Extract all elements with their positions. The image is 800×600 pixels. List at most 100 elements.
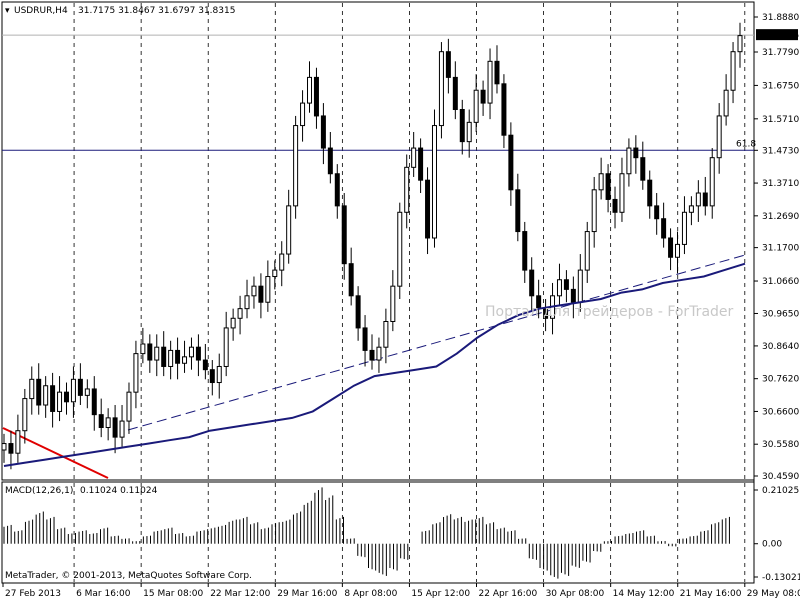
current-price-value: 31.8315 <box>762 31 799 41</box>
moving-average-line <box>3 262 746 467</box>
candle-bull <box>730 51 736 91</box>
candle-bear <box>327 147 333 175</box>
candle-bear <box>640 157 646 181</box>
time-axis: 27 Feb 2013 6 Mar 16:00 15 Mar 08:00 22 Mar… <box>2 583 800 599</box>
candle-bull <box>556 279 562 297</box>
candle-bull <box>466 121 472 143</box>
candle-bull <box>376 346 382 361</box>
candle-bear <box>425 179 431 239</box>
candle-bull <box>390 285 396 323</box>
candle-bear <box>313 76 319 117</box>
candle-bull <box>577 269 583 303</box>
candle-bull <box>15 430 21 454</box>
price-tick-label: 31.1700 <box>762 244 799 254</box>
candle-bear <box>668 237 674 258</box>
price-tick-label: 30.5580 <box>762 440 799 450</box>
price-tick-label: 31.4730 <box>762 146 799 156</box>
time-tick-label: 15 Apr 12:00 <box>411 589 470 599</box>
candle-bear <box>334 173 340 207</box>
macd-panel-frame <box>1 481 755 584</box>
watermark-text: Портал для трейдеров - ForTrader <box>485 304 734 320</box>
candle-bear <box>195 346 201 361</box>
candle-bull <box>22 398 28 432</box>
candle-bear <box>563 279 569 290</box>
candle-bear <box>515 189 521 233</box>
red-trend-line[interactable] <box>2 427 109 479</box>
candle-bear <box>341 205 347 265</box>
macd-histogram <box>3 487 730 579</box>
price-tick-label: 31.2690 <box>762 212 799 222</box>
time-tick-label: 30 Apr 08:00 <box>546 589 605 599</box>
candle-bear <box>418 147 424 181</box>
candle-bear <box>355 295 361 329</box>
candle-bull <box>188 346 194 358</box>
candle-bear <box>63 391 69 403</box>
candle-bull <box>695 192 701 207</box>
candle-bear <box>161 346 167 367</box>
macd-tick-label: -0.13021 <box>762 573 800 583</box>
candle-bull <box>133 353 139 393</box>
candle-bull <box>43 385 49 406</box>
candle-bull <box>619 173 625 213</box>
dashed-trend-line[interactable] <box>127 254 746 431</box>
macd-values: 0.11024 0.11024 <box>80 486 158 496</box>
price-tick-label: 30.4590 <box>762 472 799 482</box>
price-tick-label: 31.0660 <box>762 277 799 287</box>
time-tick-label: 22 Mar 12:00 <box>210 589 270 599</box>
ohlc-readout: 31.7175 31.8467 31.6797 31.8315 <box>78 6 235 16</box>
symbol-label: USDRUR,H4 <box>14 6 68 16</box>
candle-bull <box>675 243 681 258</box>
candle-bull <box>272 269 278 278</box>
candle-bear <box>202 359 208 371</box>
candle-bull <box>431 125 437 239</box>
candle-bull <box>29 378 35 400</box>
candle-bull <box>383 321 389 348</box>
time-tick-label: 22 Apr 16:00 <box>479 589 538 599</box>
candle-bear <box>459 109 465 143</box>
time-tick-label: 29 May 08:00 <box>747 589 800 599</box>
time-tick-label: 14 May 12:00 <box>613 589 675 599</box>
time-tick-label: 27 Feb 2013 <box>5 589 61 599</box>
price-tick-label: 31.7790 <box>762 48 799 58</box>
candle-bear <box>348 263 354 297</box>
candle-bull <box>307 76 313 104</box>
time-tick-label: 21 May 16:00 <box>680 589 742 599</box>
candle-bull <box>598 173 604 191</box>
price-tick-label: 30.6600 <box>762 407 799 417</box>
candle-bull <box>487 60 493 104</box>
candle-bear <box>702 192 708 207</box>
candle-bull <box>716 115 722 159</box>
candle-bear <box>661 218 667 239</box>
macd-tick-label: 0.00 <box>762 540 782 550</box>
candle-bull <box>244 295 250 310</box>
macd-tick-label: 0.21025 <box>762 486 799 496</box>
candle-bull <box>723 89 729 117</box>
candle-bear <box>8 443 14 454</box>
candle-bull <box>293 125 299 207</box>
candle-bull <box>279 253 285 271</box>
candle-bull <box>230 317 236 329</box>
candle-bull <box>737 35 743 53</box>
candle-bear <box>508 134 514 191</box>
time-tick-label: 8 Apr 08:00 <box>344 589 397 599</box>
candle-bull <box>265 276 271 303</box>
candle-bull <box>140 343 146 355</box>
candle-bear <box>112 417 118 438</box>
candle-bear <box>654 205 660 220</box>
copyright-text: MetaTrader, © 2001-2013, MetaQuotes Soft… <box>5 571 252 581</box>
time-tick-label: 6 Mar 16:00 <box>76 589 131 599</box>
candle-bull <box>438 51 444 127</box>
time-tick-label: 15 Mar 08:00 <box>143 589 203 599</box>
candle-bear <box>175 349 181 364</box>
candle-bear <box>501 83 507 136</box>
candle-bull <box>237 308 243 319</box>
vertical-gridlines <box>73 3 746 582</box>
candle-bull <box>154 346 160 361</box>
candle-bull <box>286 205 292 255</box>
candle-bear <box>522 231 528 271</box>
candle-bear <box>98 414 104 428</box>
candle-bull <box>105 417 111 428</box>
macd-label: MACD(12,26,1) <box>5 486 73 496</box>
candle-bear <box>494 60 500 85</box>
